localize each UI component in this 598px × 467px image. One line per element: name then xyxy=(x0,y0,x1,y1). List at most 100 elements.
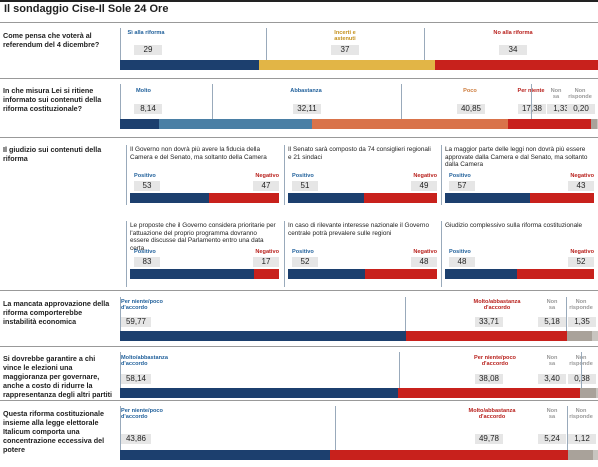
bar-segment xyxy=(130,193,209,203)
value-label: 40,85 xyxy=(457,104,485,114)
value-label: 17,38 xyxy=(518,104,546,114)
category-label: Negativo xyxy=(255,173,279,179)
guide-line xyxy=(120,84,121,119)
separator xyxy=(0,137,598,138)
category-label: Non sa xyxy=(546,355,558,368)
bar-segment xyxy=(158,119,313,129)
value-label: 57 xyxy=(449,181,475,191)
bar-segment xyxy=(592,450,598,460)
value-label: 0,38 xyxy=(568,374,596,384)
value-label: 33,71 xyxy=(475,317,503,327)
bar-segment xyxy=(567,450,593,460)
category-label: Positivo xyxy=(134,249,156,255)
guide-line xyxy=(266,28,267,60)
value-label: 51 xyxy=(292,181,318,191)
panel-title: Il Governo non dovrà più avere la fiduci… xyxy=(130,146,267,161)
bar-segment xyxy=(365,269,437,279)
bar-segment xyxy=(120,60,259,70)
bar-segment xyxy=(516,269,594,279)
panel-divider xyxy=(441,145,442,205)
bar-segment xyxy=(288,193,364,203)
value-label: 59,77 xyxy=(121,317,151,327)
bar-segment xyxy=(596,388,598,398)
guide-line xyxy=(212,84,213,119)
question-majority: Si dovrebbe garantire a chi vince le ele… xyxy=(3,354,113,399)
bar-segment xyxy=(566,331,592,341)
separator xyxy=(0,22,598,23)
bar-segment xyxy=(529,193,594,203)
guide-line xyxy=(405,297,406,331)
category-label: Negativo xyxy=(570,173,594,179)
category-label: Per niente/poco d'accordo xyxy=(474,355,516,368)
bar-segment xyxy=(579,388,597,398)
guide-line xyxy=(399,352,400,388)
value-label: 52 xyxy=(568,257,594,267)
category-label: Non sa xyxy=(550,88,562,101)
bar-segment xyxy=(258,60,436,70)
value-label: 49,78 xyxy=(475,434,503,444)
category-label: Positivo xyxy=(449,249,471,255)
bar-segment xyxy=(591,331,598,341)
guide-line xyxy=(566,297,567,331)
bar-segment xyxy=(445,193,530,203)
value-label: 53 xyxy=(134,181,160,191)
value-label: 5,24 xyxy=(538,434,566,444)
guide-line xyxy=(335,406,336,450)
page-title: Il sondaggio Cise-Il Sole 24 Ore xyxy=(4,3,169,15)
guide-line xyxy=(120,28,121,60)
category-label: Poco xyxy=(463,88,477,94)
panel-divider xyxy=(441,221,442,287)
guide-line xyxy=(581,352,582,388)
value-label: 48 xyxy=(449,257,475,267)
category-label: Negativo xyxy=(413,249,437,255)
question-concentration: Questa riforma costituzionale insieme al… xyxy=(3,409,105,454)
category-label: Molto/abbastanza d'accordo xyxy=(468,408,516,421)
value-label: 37 xyxy=(331,45,359,55)
question-informed: In che misura Lei si ritiene informato s… xyxy=(3,86,102,113)
panel-divider xyxy=(284,221,285,287)
bar-segment xyxy=(208,193,279,203)
value-label: 43,86 xyxy=(121,434,151,444)
category-label: Abbastanza xyxy=(290,88,322,94)
bar-segment xyxy=(312,119,508,129)
top-rule xyxy=(0,0,598,2)
bar-segment xyxy=(435,60,598,70)
bar-segment xyxy=(507,119,591,129)
guide-line xyxy=(120,406,121,450)
value-label: 3,40 xyxy=(538,374,566,384)
category-label: Negativo xyxy=(413,173,437,179)
separator xyxy=(0,290,598,291)
panel-divider xyxy=(126,145,127,205)
category-label: Non risponde xyxy=(569,299,593,312)
panel-title: In caso di rilevante interesse nazionale… xyxy=(288,222,430,237)
guide-line xyxy=(567,406,568,450)
category-label: Molto/abbastanza d'accordo xyxy=(121,355,168,368)
category-label: Incerti e astenuti xyxy=(334,30,356,43)
value-label: 0,20 xyxy=(567,104,595,114)
category-label: Positivo xyxy=(449,173,471,179)
bar-segment xyxy=(120,388,398,398)
guide-line xyxy=(401,84,402,119)
bar-segment xyxy=(329,450,568,460)
bar-segment xyxy=(120,331,406,341)
value-label: 29 xyxy=(134,45,162,55)
category-label: No alla riforma xyxy=(493,30,533,36)
category-label: Molto xyxy=(136,88,151,94)
category-label: Per niente/poco d'accordo xyxy=(121,299,163,312)
category-label: Negativo xyxy=(570,249,594,255)
bar-segment xyxy=(253,269,279,279)
category-label: Negativo xyxy=(255,249,279,255)
panel-title: Giudizio complessivo sulla riforma costi… xyxy=(445,222,583,229)
value-label: 32,11 xyxy=(293,104,321,114)
value-label: 1,33 xyxy=(547,104,575,114)
value-label: 1,35 xyxy=(568,317,596,327)
value-label: 48 xyxy=(411,257,437,267)
panel-divider xyxy=(126,221,127,287)
question-judgement: Il giudizio sui contenuti della riforma xyxy=(3,145,102,163)
question-vote: Come pensa che voterà al referendum del … xyxy=(3,31,100,49)
bar-segment xyxy=(130,269,254,279)
category-label: Positivo xyxy=(292,173,314,179)
value-label: 49 xyxy=(411,181,437,191)
value-label: 38,08 xyxy=(475,374,503,384)
guide-line xyxy=(424,28,425,60)
